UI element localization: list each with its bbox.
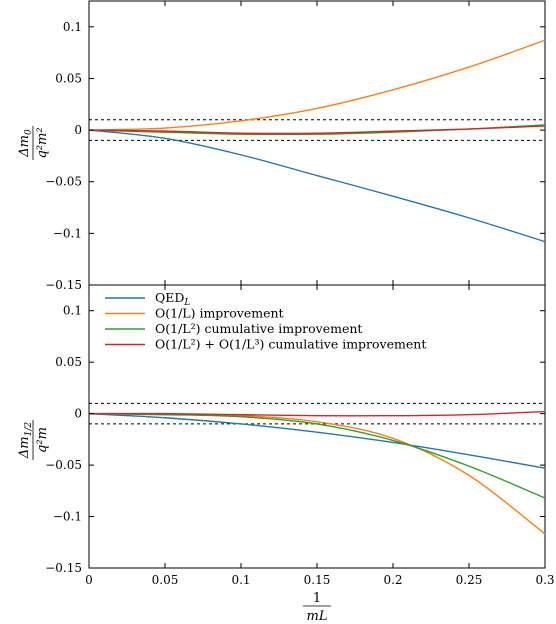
x-tick-label: 0.05: [152, 573, 179, 587]
legend-label-4: O(1/L²) + O(1/L³) cumulative improvement: [155, 337, 426, 352]
y-tick-label: −0.15: [45, 278, 82, 292]
xlabel-numerator: 1: [313, 591, 321, 606]
top-series-qed-l: [88, 129, 546, 243]
top-series-o-1-l-o-1-l-cumulative-improvement: [88, 125, 546, 135]
bottom-series-group: [88, 410, 546, 535]
bottom-y-axis-label: Δm1/2 q²m: [17, 420, 50, 460]
legend-label-1: QEDL: [155, 290, 190, 308]
x-tick-label: 0: [85, 573, 93, 587]
x-tick-label: 0.2: [383, 573, 402, 587]
bottom-x-ticks: 0 0.05 0.1 0.15 0.2 0.25 0.3: [85, 573, 554, 587]
top-ylabel-numerator: Δm0: [17, 129, 34, 158]
bottom-ylabel-numerator: Δm1/2: [17, 422, 34, 459]
y-tick-label: 0.05: [55, 71, 82, 85]
bottom-series-o-1-l-o-1-l-cumulative-improvement: [88, 410, 546, 417]
xlabel-denominator: mL: [307, 609, 328, 624]
bottom-panel: −0.15 −0.1 −0.05 0 0.05 0.1 0 0.05 0.1 0.15 0.2 0.…: [17, 284, 555, 624]
top-reference-lines: [89, 119, 545, 141]
x-axis-label: 1 mL: [303, 591, 331, 624]
top-ylabel-denominator: q²m²: [35, 127, 50, 158]
y-tick-label: 0.05: [55, 355, 82, 369]
y-tick-label: −0.1: [53, 510, 82, 524]
legend-label-2: O(1/L) improvement: [155, 306, 284, 321]
y-tick-label: −0.1: [53, 226, 82, 240]
legend-label-3: O(1/L²) cumulative improvement: [155, 321, 362, 336]
x-tick-label: 0.25: [456, 573, 483, 587]
y-tick-label: −0.05: [45, 175, 82, 189]
bottom-ylabel-denominator: q²m: [35, 427, 50, 453]
top-panel: −0.15 −0.1 −0.05 0 0.05 0.1 Δm0 q²m²: [17, 0, 546, 292]
bottom-series-o-1-l-cumulative-improvement: [88, 412, 546, 499]
bottom-series-qed-l: [88, 412, 546, 469]
y-tick-label: −0.15: [45, 561, 82, 575]
top-series-o-1-l-improvement: [88, 39, 546, 131]
top-y-ticks: −0.15 −0.1 −0.05 0 0.05 0.1: [45, 20, 545, 292]
y-tick-label: −0.05: [45, 458, 82, 472]
bottom-y-ticks: −0.15 −0.1 −0.05 0 0.05 0.1: [45, 304, 545, 575]
top-y-axis-label: Δm0 q²m²: [17, 126, 50, 160]
x-tick-label: 0.1: [231, 573, 250, 587]
y-tick-label: 0: [74, 123, 82, 137]
y-tick-label: 0.1: [63, 20, 82, 34]
x-tick-label: 0.15: [304, 573, 331, 587]
top-series-group: [88, 39, 546, 243]
top-plot-frame: [88, 0, 546, 286]
y-tick-label: 0.1: [63, 304, 82, 318]
y-tick-label: 0: [74, 407, 82, 421]
x-tick-label: 0.3: [535, 573, 554, 587]
